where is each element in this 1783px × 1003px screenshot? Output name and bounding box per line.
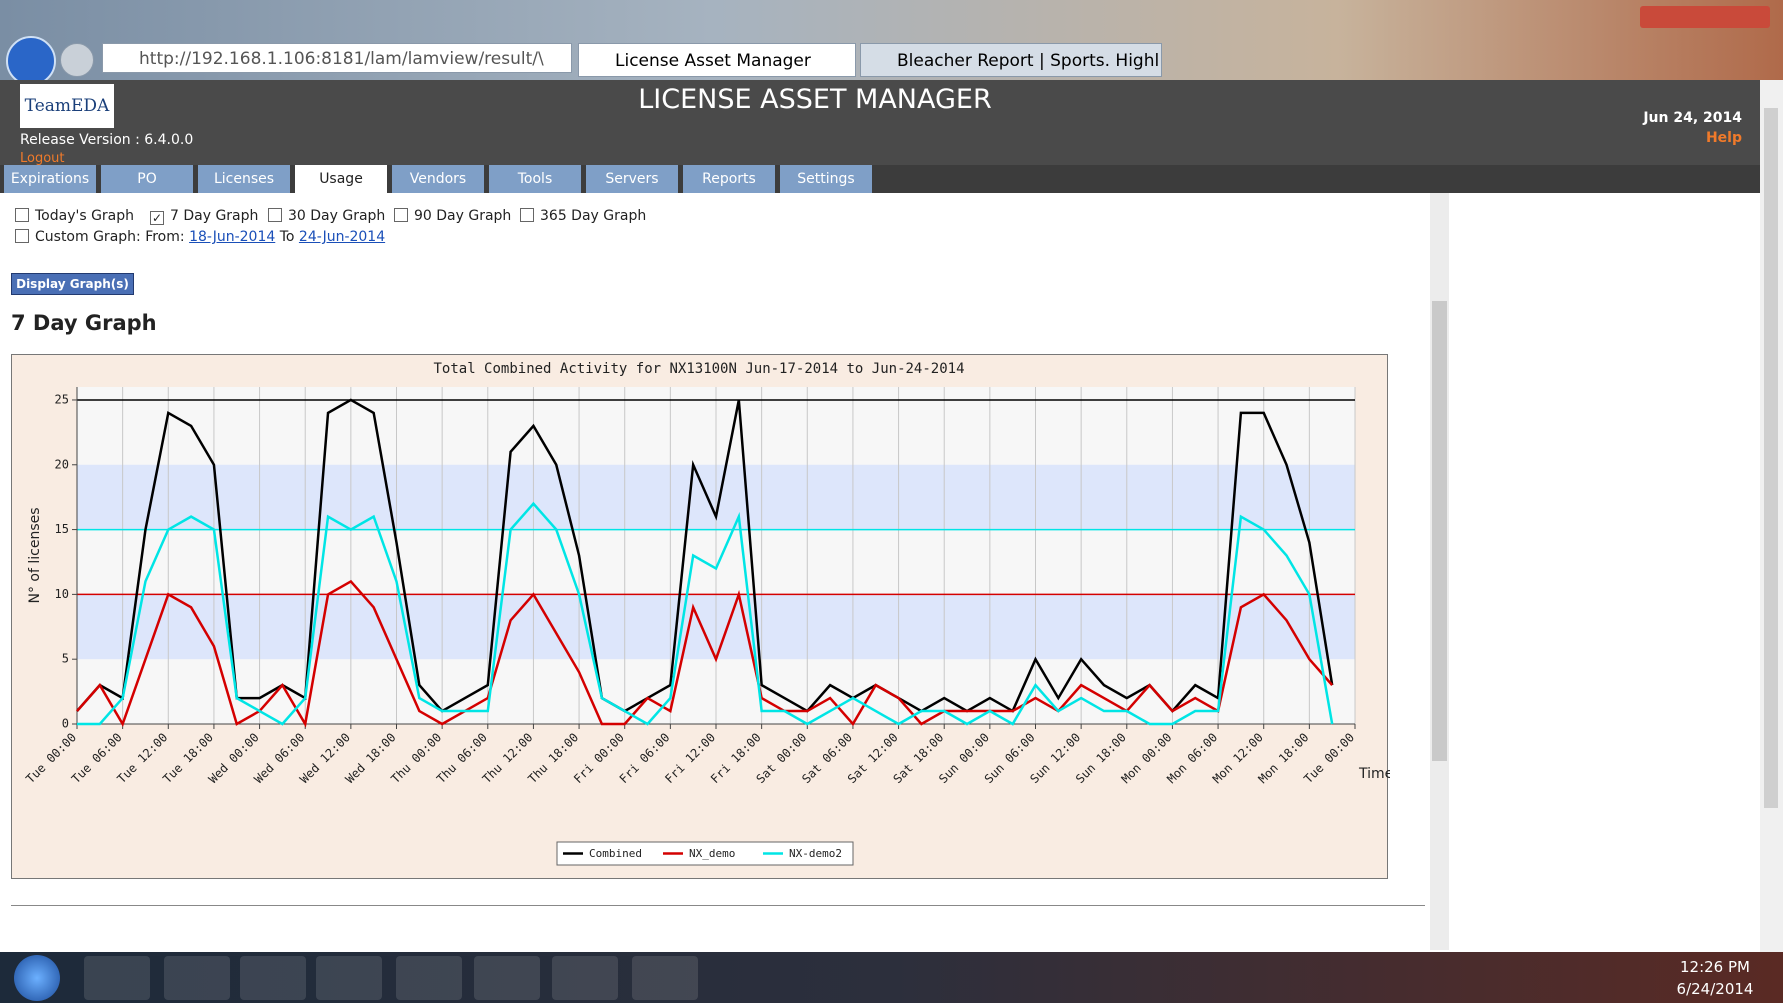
nav-tab[interactable]: Usage [295,165,387,193]
browser-chrome: http://192.168.1.106:8181/lam/lamview/re… [0,0,1783,86]
graph-option: 365 Day Graph [520,208,646,224]
y-axis-label: N° of licenses [27,507,43,603]
scrollbar[interactable] [1430,193,1449,950]
chart: Total Combined Activity for NX13100N Jun… [11,354,1390,879]
checkbox[interactable] [15,229,29,243]
content: Today's Graph ✓ 7 Day Graph 30 Day Graph 90 … [0,193,1449,950]
divider [11,905,1425,906]
from-date[interactable]: 18-Jun-2014 [189,229,276,245]
nav-tab[interactable]: Reports [683,165,775,193]
option-label: 365 Day Graph [540,208,647,224]
graph-options: Today's Graph ✓ 7 Day Graph 30 Day Graph 90 … [15,208,915,228]
window-controls[interactable] [1640,6,1770,28]
to-date[interactable]: 24-Jun-2014 [298,229,386,245]
custom-graph: Custom Graph: From: 18-Jun-2014 To 24-Ju… [15,229,385,245]
graph-option: ✓ 7 Day Graph [150,208,258,225]
app-icon[interactable] [552,956,618,1000]
y-tick-label: 25 [55,392,69,406]
start-button[interactable] [14,955,60,1001]
graph-option: 30 Day Graph [268,208,385,224]
forward-button[interactable] [60,43,94,77]
option-label: Today's Graph [35,208,135,224]
legend-label: Combined [589,847,642,860]
to-label: To [279,229,295,245]
chart-title: Total Combined Activity for NX13100N Jun… [433,361,964,377]
legend-label: NX_demo [689,847,735,860]
taskbar: 12:26 PM 6/24/2014 [0,952,1783,1003]
x-axis-label: Time [1358,766,1390,782]
checkbox[interactable] [394,208,408,222]
y-tick-label: 15 [55,522,69,536]
app-icon[interactable] [316,956,382,1000]
logo: TeamEDA [20,84,114,128]
option-label: 90 Day Graph [414,208,512,224]
nav-tab[interactable]: Vendors [392,165,484,193]
series-line [76,398,1334,713]
page-scrollbar[interactable] [1760,80,1783,952]
app-icon[interactable] [84,956,150,1000]
back-button[interactable] [6,36,56,86]
clock-date: 6/24/2014 [1676,980,1754,998]
app-icon[interactable] [632,956,698,1000]
nav-tab[interactable]: PO [101,165,193,193]
version: Release Version : 6.4.0.0 [20,132,194,148]
nav-tab[interactable]: Servers [586,165,678,193]
legend-box [556,841,854,866]
checkbox[interactable] [520,208,534,222]
nav-tab[interactable]: Licenses [198,165,290,193]
nav-tab[interactable]: Expirations [4,165,96,193]
checkbox[interactable] [15,208,29,222]
checkbox[interactable] [268,208,282,222]
app-icon[interactable] [240,956,306,1000]
logout-link[interactable]: Logout [20,151,65,166]
date: Jun 24, 2014 [1643,110,1742,126]
app-header: TeamEDA LICENSE ASSET MANAGER Release Ve… [0,80,1760,166]
scroll-thumb[interactable] [1432,301,1447,761]
app-icon[interactable] [474,956,540,1000]
nav-tab[interactable]: Tools [489,165,581,193]
graph-option: 90 Day Graph [394,208,511,224]
address-bar[interactable]: http://192.168.1.106:8181/lam/lamview/re… [102,43,572,73]
option-label: 30 Day Graph [288,208,386,224]
nav-bar: Expirations PO Licenses Usage Vendors Tools Se… [0,165,1760,193]
option-label: 7 Day Graph [170,208,259,224]
series-line [76,579,1334,728]
display-button[interactable]: Display Graph(s) [11,273,134,295]
app-icon[interactable] [396,956,462,1000]
y-tick-label: 0 [62,717,69,731]
scroll-thumb[interactable] [1764,108,1778,808]
series-line [77,501,1334,726]
checkbox[interactable]: ✓ [150,211,164,225]
y-tick-label: 5 [62,652,69,666]
y-tick-label: 20 [55,457,69,471]
legend-label: NX-demo2 [789,847,842,860]
app-icon[interactable] [164,956,230,1000]
y-tick-label: 10 [55,587,69,601]
graph-option: Today's Graph [15,208,134,224]
help-link[interactable]: Help [1705,130,1742,146]
nav-tab[interactable]: Settings [780,165,872,193]
browser-tab[interactable]: License Asset Manager [578,43,856,77]
section-title: 7 Day Graph [11,311,157,335]
custom-label: Custom Graph: From: [35,229,185,245]
browser-tab[interactable]: Bleacher Report | Sports. Highl... [860,43,1162,77]
clock-time: 12:26 PM [1680,958,1750,976]
app-title: LICENSE ASSET MANAGER [638,84,992,115]
